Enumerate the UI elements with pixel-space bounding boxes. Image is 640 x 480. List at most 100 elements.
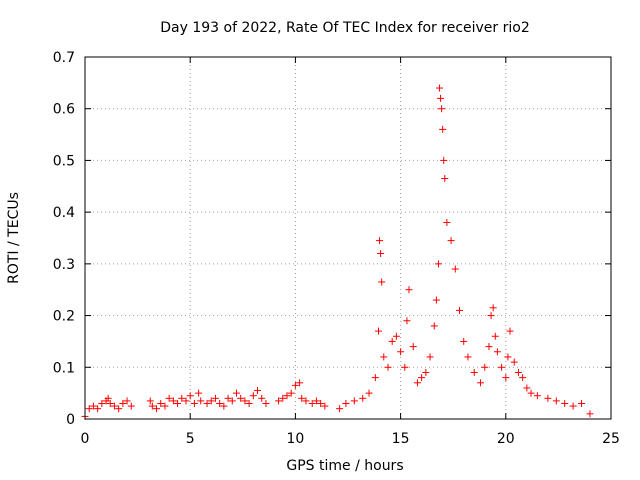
data-point [491,332,499,340]
data-point [375,327,383,335]
data-point [426,353,434,361]
data-point [157,399,165,407]
data-point [418,374,426,382]
data-point [216,399,224,407]
data-point [85,405,93,413]
data-point [211,394,219,402]
data-point [283,392,291,400]
data-point [527,389,535,397]
data-point [586,410,594,418]
data-point [350,397,358,405]
data-point [451,265,459,273]
data-point [430,322,438,330]
data-point [365,389,373,397]
data-point [110,402,118,410]
data-point [460,337,468,345]
y-axis-label: ROTI / TECUs [6,192,22,284]
data-point [380,353,388,361]
data-point [481,363,489,371]
data-point [392,332,400,340]
data-point [224,394,232,402]
x-axis-label: GPS time / hours [286,458,403,474]
data-point [342,399,350,407]
data-point [89,402,97,410]
data-point [397,348,405,356]
data-point [317,399,325,407]
data-point [165,394,173,402]
y-tick-label: 0.7 [53,50,75,66]
data-point [220,402,228,410]
data-point [291,381,299,389]
x-tick-label: 10 [286,431,304,447]
data-point [195,389,203,397]
data-point [119,399,127,407]
data-point [241,397,249,405]
data-point [377,250,385,258]
data-point [161,402,169,410]
data-point [437,94,445,102]
data-point [298,394,306,402]
data-point [384,363,392,371]
data-point [321,402,329,410]
grid-lines [85,57,611,419]
data-point [464,353,472,361]
data-point [487,312,495,320]
data-point [498,363,506,371]
data-point [502,374,510,382]
x-tick-label: 20 [497,431,515,447]
data-point [296,379,304,387]
data-point [441,175,449,183]
data-point [308,399,316,407]
data-point [371,374,379,382]
data-point [388,337,396,345]
data-point [439,125,447,133]
data-point [519,374,527,382]
data-point [477,379,485,387]
data-point [510,358,518,366]
x-tick-label: 15 [392,431,410,447]
data-point [533,392,541,400]
data-point [228,397,236,405]
data-point [169,397,177,405]
data-point [561,399,569,407]
data-point [115,405,123,413]
data-point [232,389,240,397]
data-point [197,397,205,405]
data-point [148,402,156,410]
data-point [413,379,421,387]
data-point [544,394,552,402]
data-point [506,327,514,335]
data-point [489,304,497,312]
data-point [258,394,266,402]
data-point [275,397,283,405]
data-point [359,394,367,402]
data-point [405,286,413,294]
data-points [81,84,594,420]
data-point [104,394,112,402]
data-point [302,397,310,405]
data-point [254,387,262,395]
data-point [249,392,257,400]
data-point [279,394,287,402]
data-point [127,402,135,410]
data-point [493,348,501,356]
data-point [456,306,464,314]
data-point [436,84,444,92]
y-tick-label: 0.1 [53,360,75,376]
chart-title: Day 193 of 2022, Rate Of TEC Index for r… [160,20,530,36]
data-point [153,405,161,413]
data-point [470,368,478,376]
data-point [190,399,198,407]
data-point [237,394,245,402]
data-point [174,399,182,407]
y-tick-label: 0.2 [53,309,75,325]
data-point [376,237,384,245]
data-point [569,402,577,410]
x-tick-label: 0 [81,431,90,447]
data-point [182,397,190,405]
data-point [94,405,102,413]
data-point [178,394,186,402]
data-point [146,397,154,405]
data-point [523,384,531,392]
